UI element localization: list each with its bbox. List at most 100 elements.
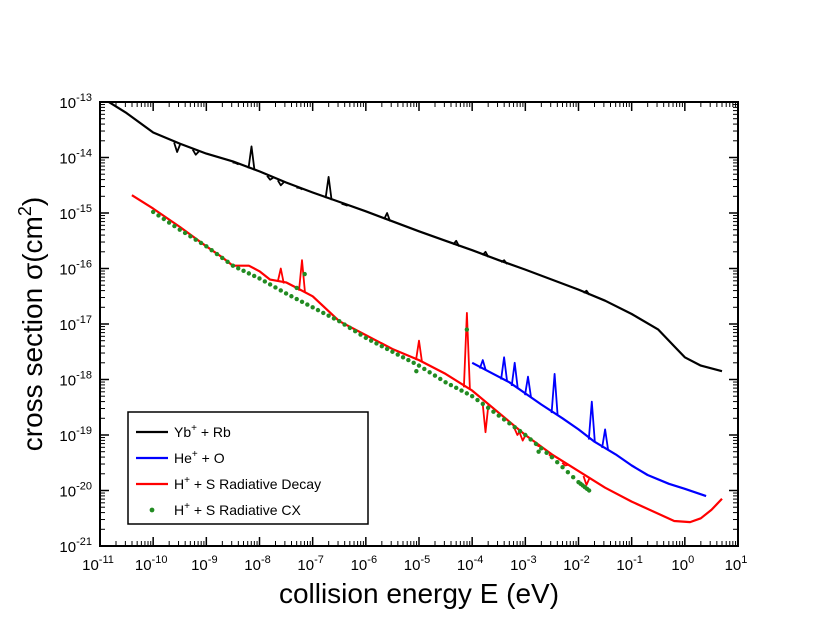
- series-point: [321, 310, 326, 316]
- x-tick-label: 101: [725, 554, 748, 574]
- x-tick-label: 10-6: [351, 554, 377, 574]
- series-point: [262, 279, 268, 284]
- y-tick-label: 10-15: [59, 203, 92, 223]
- plot-area: [106, 102, 723, 524]
- series-point: [475, 397, 480, 403]
- x-tick-label: 10-5: [404, 554, 430, 574]
- series-point: [331, 316, 337, 321]
- series-point: [337, 319, 342, 324]
- series-peak: [478, 359, 487, 371]
- series-point: [198, 240, 204, 246]
- series-peak: [232, 161, 239, 166]
- series-point: [469, 393, 475, 399]
- series-point: [182, 230, 188, 236]
- x-tick-label: 10-7: [297, 554, 323, 574]
- series-point: [480, 401, 485, 407]
- series-point: [448, 382, 454, 388]
- series-point: [294, 285, 299, 291]
- series-peak: [298, 259, 306, 293]
- series-peak: [266, 175, 274, 181]
- series-point: [390, 349, 395, 354]
- series-point: [241, 268, 246, 274]
- series-peak: [582, 289, 591, 296]
- series-peak: [452, 239, 460, 247]
- series-point: [225, 259, 230, 265]
- x-tick-label: 10-10: [135, 554, 168, 574]
- series-point: [353, 329, 358, 334]
- series-peak: [383, 212, 391, 222]
- series-point: [432, 373, 438, 378]
- series-point: [485, 405, 491, 411]
- series-peak: [561, 462, 569, 467]
- series-point: [528, 437, 533, 442]
- series-point: [459, 388, 464, 393]
- series-point: [236, 266, 241, 271]
- series-1: [471, 356, 707, 498]
- x-tick-label: 10-8: [244, 554, 270, 574]
- series-point: [283, 291, 289, 296]
- series-line: [106, 102, 723, 373]
- series-3: [150, 209, 592, 493]
- series-point: [411, 360, 416, 366]
- series-point: [220, 255, 225, 261]
- tick-marks: [99, 102, 738, 547]
- y-tick-label: 10-14: [59, 148, 92, 168]
- series-point: [294, 296, 299, 302]
- y-tick-label: 10-16: [59, 259, 92, 279]
- series-point: [368, 338, 374, 343]
- series-point: [549, 455, 555, 460]
- series-point: [523, 432, 528, 438]
- series-peak: [481, 401, 490, 434]
- y-tick-label: 10-21: [59, 536, 92, 556]
- series-point: [273, 285, 278, 290]
- series-peak: [587, 400, 596, 442]
- x-tick-label: 100: [671, 554, 694, 574]
- series-point: [257, 276, 262, 281]
- series-point: [305, 302, 310, 307]
- series-point: [302, 271, 307, 277]
- y-axis-title: cross section σ(cm2): [15, 197, 48, 451]
- series-point: [161, 216, 166, 222]
- series-point: [326, 313, 331, 318]
- series-peak: [277, 179, 285, 187]
- series-point: [172, 223, 177, 229]
- series-point: [491, 409, 496, 414]
- series-point: [438, 376, 443, 382]
- legend-swatch: [149, 507, 155, 513]
- series-point: [299, 299, 305, 304]
- series-point: [507, 421, 512, 426]
- series-point: [384, 346, 390, 352]
- y-tick-label: 10-19: [59, 425, 92, 445]
- series-point: [544, 450, 549, 455]
- series-peak: [247, 145, 256, 171]
- series-peak: [481, 250, 490, 258]
- x-axis-title: collision energy E (eV): [279, 578, 559, 609]
- series-point: [427, 370, 432, 375]
- series-point: [512, 425, 517, 430]
- series-point: [342, 322, 347, 327]
- series-point: [533, 441, 539, 447]
- series-point: [188, 234, 193, 239]
- series-peak: [341, 202, 348, 207]
- series-point: [454, 385, 459, 391]
- x-tick-label: 10-2: [563, 554, 589, 574]
- legend-label: Yb+ + Rb: [174, 423, 231, 440]
- legend-label: H+ + S Radiative Decay: [174, 475, 321, 492]
- series-line: [131, 194, 723, 524]
- series-point: [209, 247, 214, 253]
- series-peak: [500, 259, 508, 265]
- series-peak: [500, 356, 508, 382]
- x-tick-label: 10-4: [457, 554, 483, 574]
- x-tick-label: 10-3: [510, 554, 536, 574]
- x-tick-label: 10-1: [616, 554, 642, 574]
- series-point: [464, 391, 470, 396]
- series-peak: [296, 186, 303, 191]
- series-point: [193, 237, 198, 242]
- series-point: [501, 417, 507, 422]
- series-point: [150, 209, 156, 215]
- series-point: [289, 294, 294, 299]
- series-peak: [324, 176, 333, 201]
- series-point: [347, 325, 353, 331]
- series-point: [379, 344, 384, 349]
